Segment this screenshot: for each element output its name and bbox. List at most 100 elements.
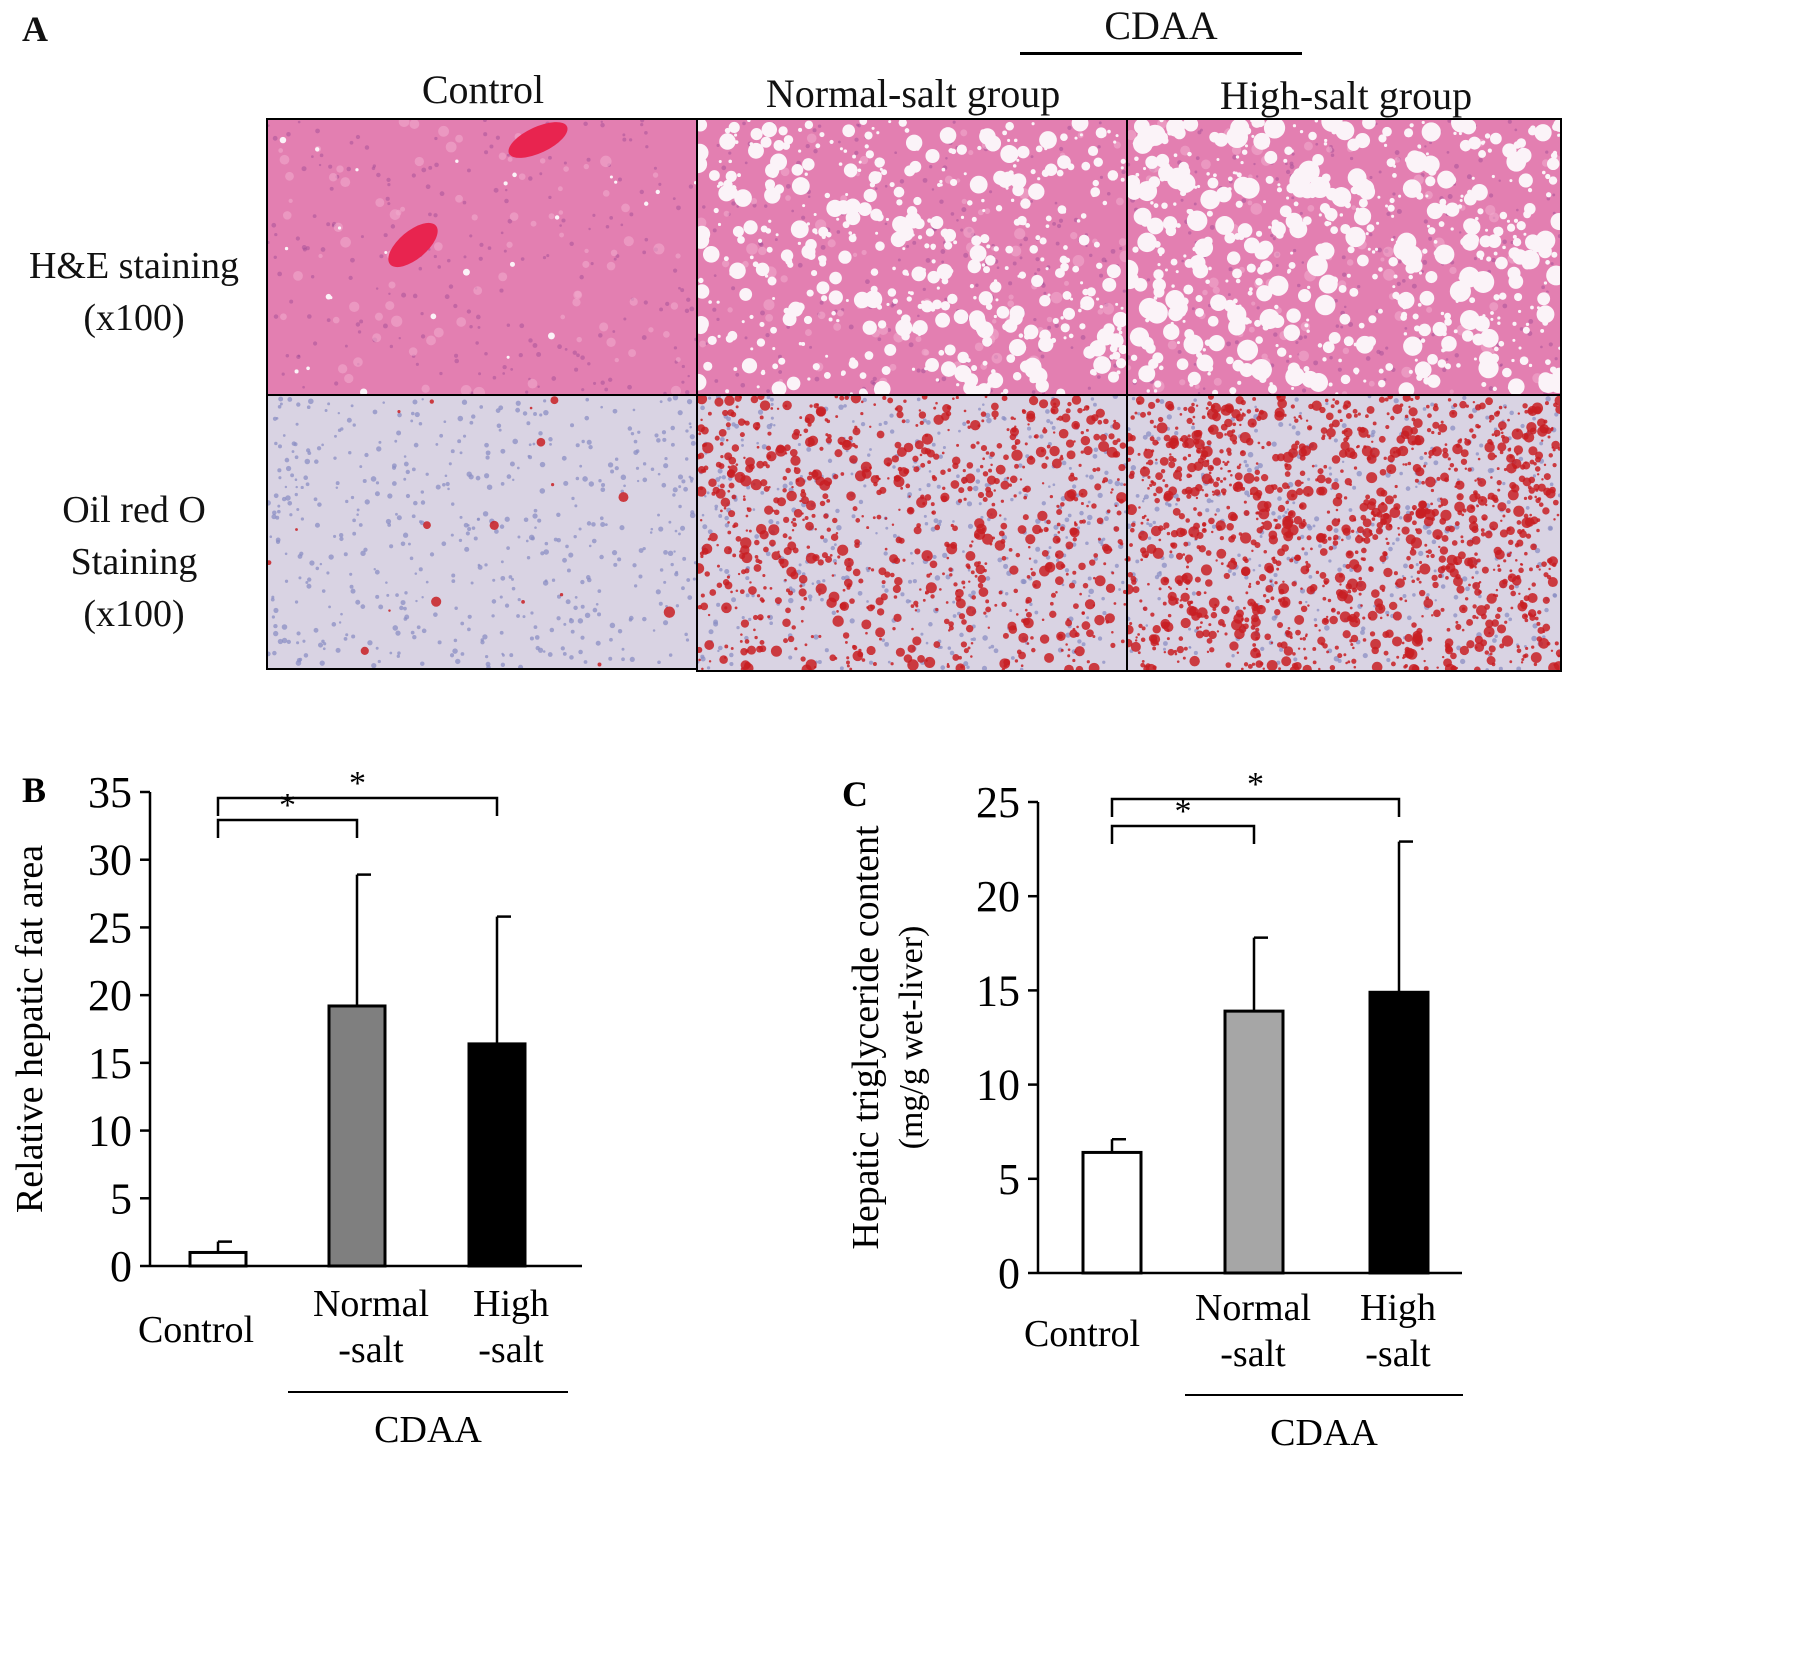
nucleus-dot (1385, 346, 1389, 350)
lipid-droplet (1130, 641, 1141, 652)
nucleus-dot (414, 572, 418, 575)
lipid-vacuole (1225, 279, 1229, 283)
lipid-droplet (931, 475, 936, 479)
lipid-vacuole (829, 139, 834, 144)
lipid-droplet (971, 540, 974, 543)
lipid-droplet (1230, 513, 1238, 522)
nucleus-dot (1385, 472, 1391, 478)
nucleus-dot (303, 653, 309, 658)
lipid-vacuole (995, 205, 1003, 212)
lipid-vacuole (981, 198, 985, 203)
lipid-droplet (1044, 652, 1055, 663)
nucleus-dot (364, 145, 370, 150)
cytoplasm-spot (915, 336, 922, 343)
nucleus-dot (638, 574, 643, 579)
nucleus-dot (483, 132, 488, 137)
lipid-vacuole (325, 293, 332, 300)
lipid-droplet (1073, 603, 1079, 610)
lipid-droplet (893, 595, 898, 599)
lipid-droplet (1024, 608, 1028, 612)
nucleus-dot (544, 541, 549, 546)
cytoplasm-spot (1118, 238, 1126, 246)
lipid-droplet (1058, 428, 1069, 439)
nucleus-dot (272, 416, 278, 421)
cytoplasm-spot (1401, 366, 1413, 378)
lipid-vacuole (1471, 183, 1488, 201)
nucleus-dot (966, 665, 970, 669)
cytoplasm-spot (498, 272, 508, 282)
nucleus-dot (271, 595, 275, 599)
nucleus-dot (390, 224, 396, 229)
nucleus-dot (1423, 219, 1428, 224)
nucleus-dot (1259, 535, 1263, 538)
lipid-droplet (739, 639, 743, 643)
nucleus-dot (833, 543, 837, 547)
lipid-droplet (1295, 554, 1302, 561)
nucleus-dot (523, 517, 529, 523)
lipid-vacuole (1292, 124, 1297, 128)
nucleus-dot (509, 653, 514, 658)
nucleus-dot (532, 442, 536, 446)
lipid-vacuole (980, 129, 986, 135)
cytoplasm-spot (1250, 203, 1263, 215)
lipid-vacuole (801, 342, 806, 346)
nucleus-dot (894, 151, 898, 155)
lipid-droplet (1037, 510, 1048, 521)
nucleus-dot (1479, 443, 1484, 448)
nucleus-dot (375, 287, 379, 290)
cytoplasm-spot (1167, 340, 1177, 350)
lipid-droplet (1489, 652, 1493, 656)
nucleus-dot (687, 595, 693, 600)
lipid-vacuole (1237, 223, 1253, 238)
lipid-droplet (1430, 488, 1435, 493)
lipid-droplet (1213, 489, 1221, 496)
lipid-droplet (984, 562, 988, 566)
nucleus-dot (1244, 575, 1249, 580)
lipid-vacuole (783, 307, 790, 314)
micrograph-oro-control (266, 394, 698, 670)
nucleus-dot (744, 336, 748, 340)
lipid-vacuole (1067, 163, 1075, 171)
lipid-droplet (1149, 436, 1155, 442)
lipid-vacuole (984, 135, 1002, 152)
lipid-droplet (987, 626, 991, 629)
cytoplasm-spot (721, 260, 730, 268)
nucleus-dot (294, 492, 298, 497)
nucleus-dot (273, 255, 277, 259)
nucleus-dot (1305, 600, 1308, 604)
lipid-droplet (986, 508, 998, 519)
lipid-droplet (986, 475, 997, 485)
nucleus-dot (689, 425, 692, 429)
lipid-droplet (1370, 638, 1381, 650)
nucleus-dot (642, 616, 647, 622)
lipid-droplet (1397, 526, 1400, 530)
lipid-droplet (1386, 464, 1397, 475)
cytoplasm-spot (621, 203, 630, 213)
lipid-vacuole (462, 268, 470, 276)
lipid-droplet (1193, 507, 1197, 511)
lipid-vacuole (1238, 234, 1245, 241)
lipid-vacuole (1453, 329, 1458, 334)
lipid-droplet (1138, 530, 1149, 541)
nucleus-dot (272, 510, 277, 515)
nucleus-dot (575, 443, 580, 448)
nucleus-dot (875, 187, 878, 190)
lipid-vacuole (1438, 221, 1445, 227)
lipid-vacuole (917, 235, 923, 240)
cytoplasm-spot (374, 312, 383, 321)
lipid-vacuole (1057, 155, 1071, 169)
lipid-droplet (1202, 459, 1210, 468)
nucleus-dot (1195, 156, 1200, 161)
nucleus-dot (653, 166, 657, 170)
lipid-droplet (1208, 517, 1215, 525)
nucleus-dot (579, 464, 583, 468)
lipid-droplet (1030, 636, 1034, 640)
lipid-droplet (1281, 482, 1289, 490)
nucleus-dot (1064, 517, 1070, 523)
nucleus-dot (613, 562, 618, 567)
nucleus-dot (1509, 410, 1514, 416)
nucleus-dot (600, 487, 606, 493)
lipid-droplet (1552, 463, 1557, 468)
cytoplasm-spot (1115, 197, 1124, 206)
lipid-vacuole (1404, 128, 1414, 138)
